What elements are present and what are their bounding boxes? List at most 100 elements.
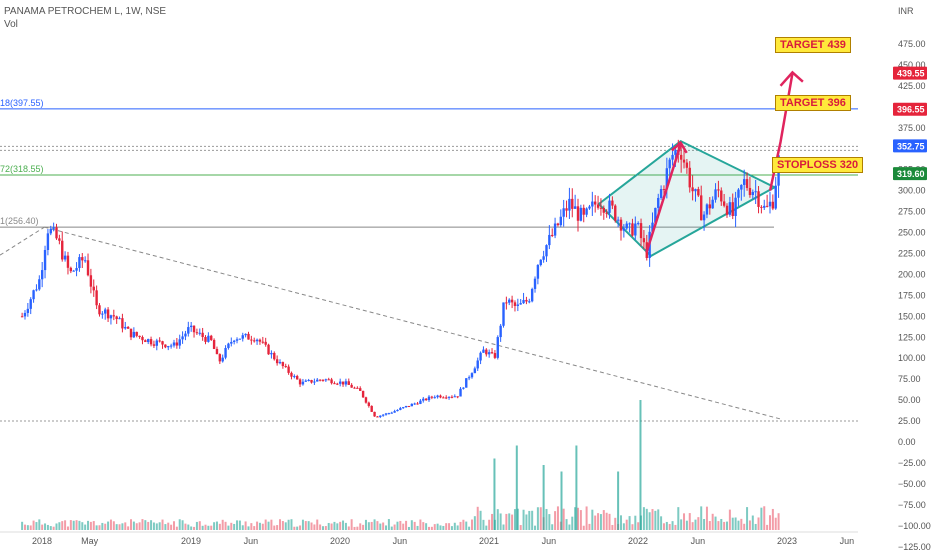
- candle-body: [625, 223, 628, 229]
- candle-body: [402, 407, 405, 409]
- candle-body: [525, 299, 528, 302]
- volume-bar: [456, 525, 459, 530]
- candle-body: [26, 308, 30, 313]
- volume-bar: [215, 521, 218, 530]
- candle-body: [456, 396, 459, 398]
- candle-body: [508, 299, 511, 303]
- diamond-pattern: [597, 139, 777, 258]
- volume-bar: [462, 519, 465, 530]
- volume-bar: [201, 525, 204, 530]
- candle-body: [267, 344, 270, 355]
- volume-bar: [253, 526, 256, 530]
- candle-body: [273, 352, 276, 360]
- candle-body: [490, 352, 494, 354]
- volume-bar: [436, 523, 439, 530]
- candle-body: [539, 259, 542, 266]
- candle-body: [210, 335, 213, 340]
- candle-body: [35, 289, 38, 291]
- volume-bar: [198, 521, 201, 530]
- candle-body: [591, 201, 594, 207]
- candle-body: [751, 191, 754, 196]
- candle-body: [407, 405, 411, 407]
- candle-body: [593, 201, 597, 205]
- volume-bar: [734, 517, 737, 530]
- candle-body: [740, 184, 743, 190]
- volume-bar: [574, 507, 577, 530]
- trendline-down: [44, 226, 783, 420]
- candle-body: [711, 199, 714, 209]
- volume-bar: [760, 507, 763, 530]
- volume-bar: [301, 519, 304, 530]
- candle-body: [247, 333, 250, 340]
- candle-body: [161, 341, 164, 345]
- volume-bar: [218, 523, 221, 530]
- volume-bar: [728, 509, 731, 530]
- volume-bar: [771, 508, 774, 530]
- volume-bar: [276, 525, 279, 530]
- volume-bar: [52, 526, 55, 530]
- candle-body: [659, 189, 663, 198]
- candle-body: [419, 400, 422, 404]
- y-tick-label: 75.00: [898, 374, 921, 384]
- candle-body: [149, 339, 153, 345]
- volume-bar: [614, 517, 617, 530]
- x-tick-label: May: [81, 536, 99, 546]
- volume-bar: [528, 510, 531, 530]
- dashed-trendline: [0, 226, 783, 420]
- volume-bar: [284, 522, 287, 530]
- volume-bar: [55, 523, 58, 530]
- volume-bar: [579, 510, 582, 530]
- candle-body: [430, 396, 434, 398]
- volume-bar: [304, 521, 307, 530]
- volume-bar: [158, 522, 161, 530]
- volume-bar: [290, 519, 293, 530]
- candle-body: [763, 205, 766, 208]
- volume-bar: [87, 520, 90, 530]
- price-tag-box: [893, 139, 927, 153]
- candle-body: [470, 373, 474, 378]
- candle-body: [215, 348, 219, 355]
- volume-spike: [575, 445, 578, 530]
- volume-bar: [499, 513, 502, 530]
- volume-bar: [150, 520, 153, 530]
- candle-body: [98, 305, 101, 315]
- volume-bar: [127, 526, 130, 530]
- candle-body: [135, 331, 138, 336]
- y-tick-label: 250.00: [898, 228, 926, 238]
- candle-body: [708, 204, 712, 209]
- volume-bar: [250, 523, 253, 530]
- volume-bar: [534, 525, 537, 530]
- volume-bar: [697, 517, 700, 530]
- candle-body: [642, 238, 646, 243]
- volume-bar: [622, 523, 625, 530]
- volume-bar: [519, 525, 522, 530]
- volume-bar: [399, 520, 402, 530]
- candle-body: [301, 381, 305, 385]
- candle-body: [611, 200, 614, 206]
- volume-bar: [256, 521, 259, 530]
- candle-body: [241, 335, 244, 339]
- candle-body: [505, 302, 508, 304]
- time-axis[interactable]: 2018 May 2019 Jun 2020 Jun 2021 Jun 2022 Jun 2023 J…: [0, 531, 858, 546]
- volume-bar: [654, 510, 657, 530]
- volume-bar: [754, 523, 757, 530]
- volume-bar: [21, 521, 24, 530]
- y-tick-label: 25.00: [898, 416, 921, 426]
- candle-body: [671, 154, 674, 160]
- volume-bar: [84, 524, 87, 530]
- candle-body: [230, 341, 233, 344]
- volume-bar: [751, 515, 754, 530]
- candle-body: [284, 366, 287, 368]
- volume-bar: [430, 526, 433, 530]
- volume-bar: [717, 521, 720, 530]
- candle-body: [184, 333, 187, 337]
- volume-bar: [468, 526, 471, 530]
- candle-body: [63, 255, 67, 260]
- volume-bar: [748, 520, 751, 530]
- candle-body: [765, 205, 769, 207]
- volume-bar: [651, 509, 654, 530]
- candle-body: [58, 238, 61, 241]
- volume-bar: [342, 520, 345, 530]
- volume-bar: [81, 522, 84, 530]
